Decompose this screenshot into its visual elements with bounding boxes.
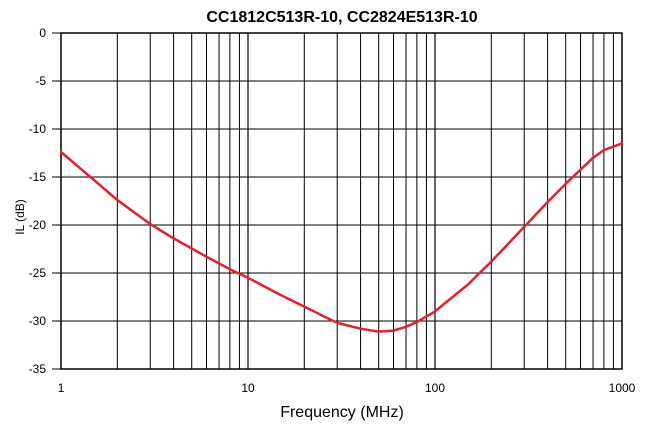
series-layer xyxy=(59,142,624,333)
x-axis-label: Frequency (MHz) xyxy=(280,404,404,421)
y-axis-label: IL (dB) xyxy=(13,199,27,235)
y-tick-label: -20 xyxy=(29,218,47,232)
y-tick-label: 0 xyxy=(39,26,46,40)
y-tick-label: -15 xyxy=(29,170,47,184)
x-tick-label: 1000 xyxy=(609,381,636,395)
y-tick-label: -5 xyxy=(35,74,46,88)
y-tick-labels: 0 -5 -10 -15 -20 -25 -30 -35 xyxy=(29,26,61,376)
x-tick-label: 1 xyxy=(58,381,65,395)
grid xyxy=(61,33,622,369)
y-tick-label: -35 xyxy=(29,362,47,376)
chart-title: CC1812C513R-10, CC2824E513R-10 xyxy=(206,9,477,26)
y-tick-label: -25 xyxy=(29,266,47,280)
series-line xyxy=(59,142,624,333)
y-tick-label: -10 xyxy=(29,122,47,136)
x-tick-label: 100 xyxy=(425,381,445,395)
x-tick-labels: 1 10 100 1000 xyxy=(58,381,636,395)
y-tick-label: -30 xyxy=(29,314,47,328)
plot-area-frame xyxy=(60,32,623,370)
x-tick-label: 10 xyxy=(241,381,255,395)
